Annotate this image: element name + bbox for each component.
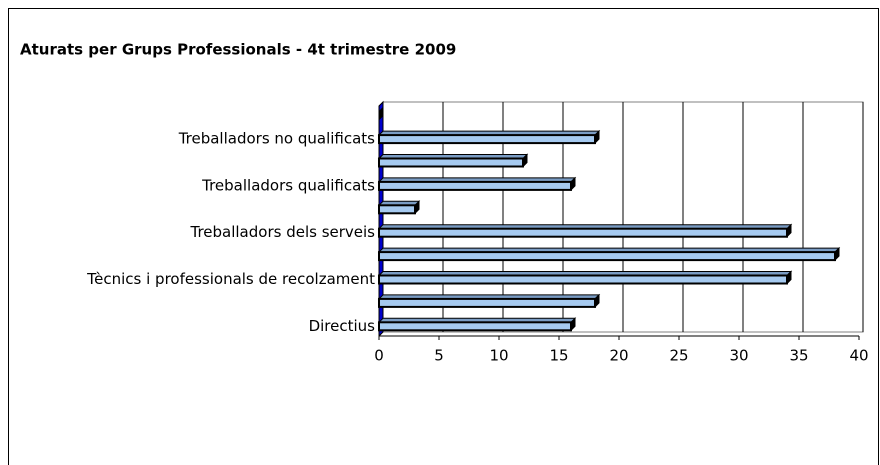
x-tick-label: 0: [374, 347, 384, 365]
bar-face: [378, 106, 384, 121]
bar-face: [378, 227, 788, 238]
y-tick-label: Tècnics i professionals de recolzament: [86, 270, 375, 288]
bar: [377, 246, 841, 262]
x-tick-label: 30: [729, 347, 748, 365]
x-tick-label: 25: [669, 347, 688, 365]
bar-face: [378, 157, 524, 168]
chart-title: Aturats per Grups Professionals - 4t tri…: [20, 41, 456, 59]
x-tick-label: 10: [489, 347, 508, 365]
y-tick-label: Directius: [309, 317, 376, 335]
bar: [378, 106, 384, 121]
bar-face: [378, 180, 572, 191]
y-tick-label: Treballadors qualificats: [201, 176, 375, 194]
x-tick-label: 35: [789, 347, 808, 365]
bar: [377, 293, 601, 309]
x-tick-label: 40: [849, 347, 868, 365]
bar: [377, 317, 577, 332]
y-tick-label: Treballadors no qualificats: [178, 130, 375, 148]
bar: [377, 200, 421, 215]
x-tick-label: 20: [609, 347, 628, 365]
bar: [377, 223, 793, 238]
bar: [377, 129, 601, 145]
bar-face: [378, 297, 596, 308]
bar-face: [378, 321, 572, 332]
x-tick-label: 5: [434, 347, 444, 365]
x-tick-label: 15: [549, 347, 568, 365]
bar-face: [378, 134, 596, 145]
bar: [377, 270, 793, 285]
bar-face: [378, 251, 836, 262]
y-tick-label: Treballadors dels serveis: [189, 223, 375, 241]
bar: [377, 153, 529, 168]
bar: [377, 176, 577, 192]
bar-face: [378, 204, 416, 215]
bar-face: [378, 274, 788, 285]
